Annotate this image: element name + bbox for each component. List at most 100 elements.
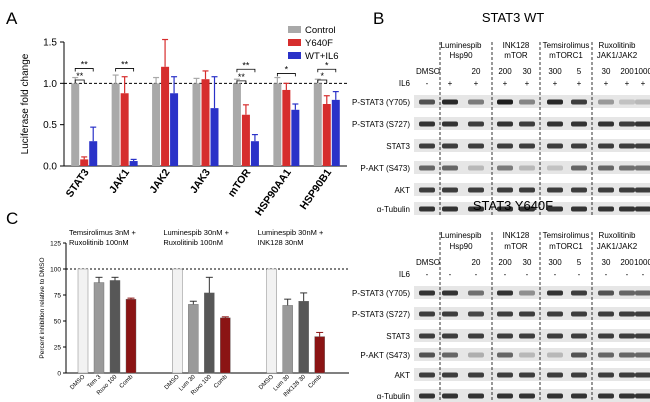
blot-band xyxy=(598,372,614,378)
panel-a-chart: 0.0 0.5 1.0 1.5 Luciferase fold change STAT3 J… xyxy=(20,25,347,218)
blot-band xyxy=(635,372,650,378)
blot-band xyxy=(547,352,563,358)
c-y-tick-label: 100 xyxy=(50,267,61,274)
c-y-tick-label: 0 xyxy=(57,371,61,378)
a-bar xyxy=(313,83,322,166)
blot-band xyxy=(571,352,587,358)
a-significance-stars: ** xyxy=(242,60,250,70)
blot-band xyxy=(598,206,614,212)
blot-band xyxy=(619,143,635,149)
c-y-tick-label: 75 xyxy=(54,293,62,300)
c-bar xyxy=(282,305,293,374)
blot-drug-name: INK128 xyxy=(503,231,530,240)
blot-dmso-label: DMSO xyxy=(416,258,440,267)
blot-il6-mark: + xyxy=(641,79,646,88)
a-bar xyxy=(170,93,179,166)
a-bar xyxy=(282,89,291,166)
blot-band xyxy=(598,311,614,317)
blot-band xyxy=(419,206,435,212)
blot-band xyxy=(547,372,563,378)
blot-band xyxy=(519,372,535,378)
blot-drug-name: INK128 xyxy=(503,41,530,50)
blot-band xyxy=(547,311,563,317)
blot-il6-mark: + xyxy=(553,79,558,88)
a-category-label: JAK2 xyxy=(147,167,172,196)
blot-dose-label: 30 xyxy=(523,258,532,267)
a-bar xyxy=(192,83,201,166)
blot-band xyxy=(442,165,458,171)
c-y-tick-label: 50 xyxy=(54,319,62,326)
blot-band xyxy=(419,99,435,105)
blot-band xyxy=(635,333,650,339)
c-group-title: Ruxolitinib 100nM xyxy=(163,238,223,247)
c-bar xyxy=(125,298,137,374)
blot-row-label: P-STAT3 (S727) xyxy=(352,310,410,319)
a-significance-bracket xyxy=(74,68,94,72)
a-category-label: JAK1 xyxy=(107,167,132,196)
blot-band xyxy=(442,311,458,317)
blot-band xyxy=(619,121,635,127)
blot-dose-label: 200 xyxy=(620,258,634,267)
blot-band xyxy=(598,143,614,149)
c-group-title: Ruxolitinib 100nM xyxy=(69,238,129,247)
blot-band xyxy=(635,290,650,296)
a-significance-bracket xyxy=(317,68,337,73)
blot-band xyxy=(619,352,635,358)
a-bar xyxy=(80,159,89,166)
blot-band xyxy=(497,99,513,105)
blot-band xyxy=(571,290,587,296)
blot-dose-label: 200 xyxy=(620,67,634,76)
blot-band xyxy=(519,290,535,296)
a-bar xyxy=(331,99,340,166)
a-legend-label: WT+IL6 xyxy=(305,51,339,62)
blot-band xyxy=(419,121,435,127)
a-bar xyxy=(129,161,138,166)
blot-band xyxy=(519,99,535,105)
a-category-label: JAK3 xyxy=(188,167,213,196)
blot-dose-label: 5 xyxy=(577,67,582,76)
blot-band xyxy=(547,99,563,105)
blot-band xyxy=(468,143,484,149)
blot-dose-label: 200 xyxy=(498,67,512,76)
panel-label-c: C xyxy=(6,209,18,228)
c-bar xyxy=(266,268,277,374)
blot-band xyxy=(635,187,650,193)
a-bar xyxy=(273,83,282,166)
blot-title: STAT3 Y640F xyxy=(473,198,553,213)
a-legend-label: Y640F xyxy=(305,38,333,49)
c-bar-label: DMSO xyxy=(69,374,86,391)
c-bar xyxy=(172,268,183,374)
blot-band xyxy=(419,143,435,149)
c-bar xyxy=(204,292,215,374)
c-bar xyxy=(314,336,325,374)
blot-band xyxy=(442,187,458,193)
blot-row-label: P-STAT3 (S727) xyxy=(352,120,410,129)
blot-band xyxy=(635,121,650,127)
blot-band xyxy=(442,99,458,105)
blot-band xyxy=(519,393,535,399)
blot-band xyxy=(519,187,535,193)
blot-band xyxy=(442,333,458,339)
a-bar xyxy=(120,93,129,166)
blot-band xyxy=(497,143,513,149)
blot-band xyxy=(442,372,458,378)
a-y-tick-label: 0.5 xyxy=(43,120,57,131)
blot-dmso-label: DMSO xyxy=(416,67,440,76)
blot-band xyxy=(468,311,484,317)
a-bar xyxy=(161,66,170,166)
blot-band xyxy=(598,99,614,105)
a-significance-bracket xyxy=(115,68,135,72)
blot-row-label: α-Tubulin xyxy=(377,205,410,214)
a-significance-stars: ** xyxy=(238,72,246,82)
blot-dose-label: 200 xyxy=(498,258,512,267)
a-bar xyxy=(291,109,300,166)
blot-dose-label: 30 xyxy=(523,67,532,76)
blot-il6-mark: + xyxy=(503,79,508,88)
blot-band xyxy=(619,99,635,105)
blot-band xyxy=(497,372,513,378)
blot-band xyxy=(419,372,435,378)
blot-band xyxy=(571,143,587,149)
blot-dose-label: 1000 xyxy=(634,258,650,267)
blot-il6-mark: - xyxy=(504,270,507,279)
